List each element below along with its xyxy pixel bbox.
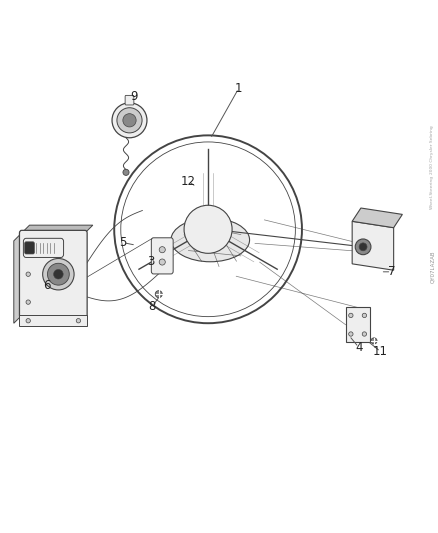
Text: 8: 8	[148, 300, 156, 313]
FancyBboxPatch shape	[19, 230, 87, 318]
Ellipse shape	[112, 103, 147, 138]
Text: 2000 Chrysler Sebring: 2000 Chrysler Sebring	[430, 125, 434, 174]
Ellipse shape	[47, 263, 69, 285]
Ellipse shape	[155, 290, 162, 297]
Ellipse shape	[76, 319, 81, 323]
Ellipse shape	[159, 247, 165, 253]
Ellipse shape	[349, 332, 353, 336]
Ellipse shape	[26, 272, 30, 277]
Polygon shape	[19, 316, 87, 326]
Ellipse shape	[355, 239, 371, 255]
Polygon shape	[352, 221, 394, 270]
Text: 1: 1	[235, 82, 242, 95]
Ellipse shape	[26, 244, 30, 248]
Polygon shape	[352, 208, 403, 228]
Text: 11: 11	[373, 345, 388, 358]
FancyBboxPatch shape	[23, 238, 64, 257]
Text: 5: 5	[119, 236, 127, 249]
Ellipse shape	[26, 300, 30, 304]
Ellipse shape	[159, 259, 165, 265]
Ellipse shape	[349, 313, 353, 318]
Text: QY07LAZAB: QY07LAZAB	[430, 251, 435, 282]
Ellipse shape	[362, 313, 367, 318]
Polygon shape	[21, 225, 93, 233]
Ellipse shape	[53, 269, 63, 279]
Ellipse shape	[117, 108, 142, 133]
Ellipse shape	[184, 205, 232, 253]
Ellipse shape	[371, 338, 377, 344]
Ellipse shape	[123, 169, 129, 175]
FancyBboxPatch shape	[125, 95, 134, 105]
Polygon shape	[14, 233, 21, 324]
Polygon shape	[346, 308, 370, 342]
Ellipse shape	[26, 319, 30, 323]
Text: 7: 7	[388, 265, 395, 278]
FancyBboxPatch shape	[151, 238, 173, 274]
Ellipse shape	[42, 259, 74, 290]
Text: 4: 4	[355, 341, 363, 354]
Text: 3: 3	[148, 255, 155, 268]
Ellipse shape	[123, 114, 136, 127]
Ellipse shape	[362, 332, 367, 336]
FancyBboxPatch shape	[25, 242, 34, 254]
Text: 12: 12	[181, 175, 196, 188]
Text: Wheel-Steering: Wheel-Steering	[430, 175, 434, 209]
Ellipse shape	[171, 218, 250, 262]
Text: 6: 6	[43, 279, 50, 292]
Text: 9: 9	[130, 90, 138, 103]
Ellipse shape	[359, 243, 367, 251]
